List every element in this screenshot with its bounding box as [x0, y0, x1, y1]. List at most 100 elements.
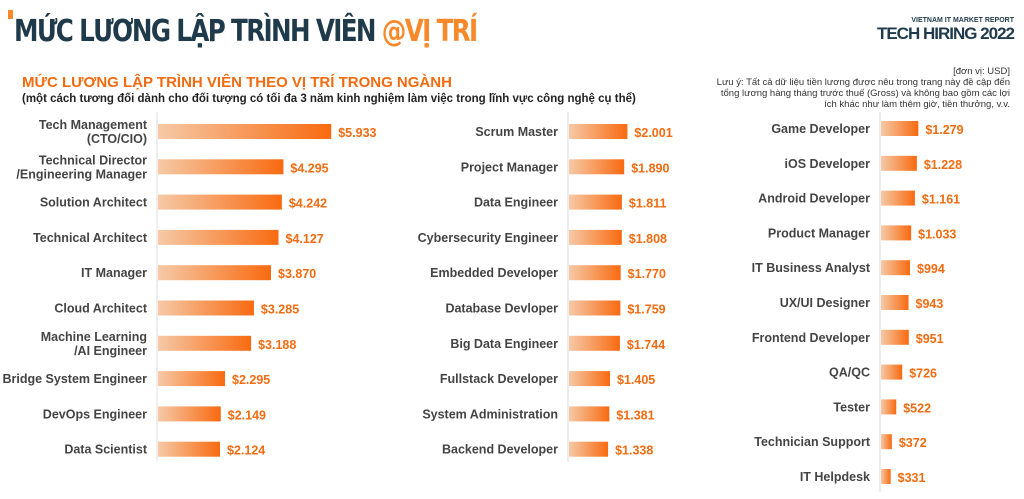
value-label: $5.933 — [338, 126, 376, 140]
value-label: $331 — [898, 471, 926, 485]
category-label: Android Developer — [758, 192, 870, 206]
category-label: Bridge System Engineer — [3, 372, 148, 386]
value-label: $4.127 — [286, 232, 324, 246]
value-label: $3.188 — [258, 338, 296, 352]
bar — [569, 265, 621, 281]
bar — [569, 300, 621, 316]
bar — [881, 364, 903, 380]
category-label: Product Manager — [768, 226, 870, 240]
category-label: Tech Management — [39, 118, 148, 132]
bar — [881, 260, 911, 276]
value-label: $4.242 — [289, 197, 327, 211]
category-label: Project Manager — [461, 160, 558, 174]
value-label: $2.149 — [228, 408, 266, 422]
category-label: (CTO/CIO) — [87, 132, 147, 146]
category-label: Frontend Developer — [752, 331, 870, 345]
bar — [569, 159, 625, 175]
report-small: VIETNAM IT MARKET REPORT — [911, 17, 1014, 24]
title-main: MỨC LƯƠNG LẬP TRÌNH VIÊN — [14, 14, 382, 49]
category-label: IT Manager — [81, 266, 147, 280]
value-label: $4.295 — [290, 161, 328, 175]
bar — [881, 155, 917, 171]
bar — [569, 194, 622, 210]
note: [đơn vị: USD] Lưu ý: Tất cả dữ liệu tiền … — [710, 66, 1010, 110]
value-label: $943 — [916, 297, 944, 311]
value-label: $1.890 — [631, 161, 669, 175]
chart-title: MỨC LƯƠNG LẬP TRÌNH VIÊN THEO VỊ TRÍ TRO… — [22, 74, 452, 91]
value-label: $3.870 — [278, 267, 316, 281]
category-label: Tester — [833, 400, 870, 414]
category-label: DevOps Engineer — [43, 407, 147, 421]
value-label: $726 — [909, 367, 937, 381]
value-label: $951 — [916, 332, 944, 346]
value-label: $994 — [917, 262, 945, 276]
category-label: Machine Learning — [41, 330, 147, 344]
category-label: UX/UI Designer — [780, 296, 870, 310]
category-label: Game Developer — [771, 122, 870, 136]
category-label: IT Business Analyst — [752, 261, 871, 275]
value-label: $2.295 — [232, 373, 270, 387]
value-label: $3.285 — [261, 303, 299, 317]
value-label: $522 — [903, 401, 931, 415]
bar — [569, 371, 611, 387]
value-label: $1.759 — [627, 303, 665, 317]
page-title: MỨC LƯƠNG LẬP TRÌNH VIÊN @VỊ TRÍ — [14, 14, 478, 49]
note-text: Lưu ý: Tất cả dữ liệu tiền lương được nê… — [716, 77, 1010, 110]
bar — [881, 399, 897, 415]
bar — [158, 371, 226, 387]
category-label: Technical Director — [39, 153, 147, 167]
category-label: Data Scientist — [64, 443, 148, 457]
value-label: $1.279 — [925, 123, 963, 137]
category-label: Cybersecurity Engineer — [418, 231, 558, 245]
bar — [881, 190, 915, 206]
category-label: Database Devloper — [445, 302, 558, 316]
category-label: Technical Architect — [33, 231, 148, 245]
chart-subtitle: (một cách tương đối dành cho đối tượng c… — [22, 93, 636, 105]
bar — [158, 124, 332, 139]
category-label: Cloud Architect — [54, 302, 147, 316]
bar — [881, 225, 912, 241]
category-label: /AI Engineer — [74, 344, 147, 358]
bar — [158, 441, 221, 457]
bar — [158, 265, 272, 281]
category-label: Embedded Developer — [430, 266, 558, 280]
bar — [881, 434, 892, 450]
category-label: iOS Developer — [785, 157, 871, 171]
value-label: $372 — [899, 436, 927, 450]
bar — [158, 194, 282, 210]
bar — [158, 335, 252, 351]
bar — [158, 300, 254, 316]
value-label: $1.033 — [918, 227, 956, 241]
category-label: System Administration — [422, 407, 558, 421]
category-label: Big Data Engineer — [450, 337, 558, 351]
category-label: Fullstack Developer — [440, 372, 558, 386]
bar — [569, 229, 622, 245]
value-label: $1.228 — [924, 158, 962, 172]
value-label: $2.001 — [634, 126, 672, 140]
value-label: $1.744 — [627, 338, 665, 352]
bar — [881, 329, 909, 345]
bar — [158, 229, 279, 245]
category-label: Backend Developer — [442, 443, 558, 457]
bar — [881, 295, 909, 310]
category-label: Data Engineer — [474, 196, 558, 210]
bar — [569, 406, 610, 422]
category-label: Scrum Master — [475, 125, 558, 139]
report-big: TECH HIRING 2022 — [876, 24, 1015, 43]
value-label: $1.405 — [617, 373, 655, 387]
bar — [158, 159, 284, 175]
category-label: /Engineering Manager — [16, 167, 147, 181]
value-label: $1.770 — [628, 267, 666, 281]
bar — [881, 121, 919, 136]
value-label: $1.161 — [922, 193, 960, 207]
value-label: $1.338 — [615, 444, 653, 458]
unit-label: [đơn vị: USD] — [953, 66, 1010, 77]
category-label: IT Helpdesk — [800, 470, 870, 484]
value-label: $1.808 — [629, 232, 667, 246]
value-label: $1.811 — [629, 197, 667, 211]
category-label: QA/QC — [829, 366, 870, 380]
value-label: $1.381 — [616, 408, 654, 422]
bar — [569, 441, 609, 457]
report-badge: VIETNAM IT MARKET REPORT TECH HIRING 202… — [876, 17, 1015, 44]
